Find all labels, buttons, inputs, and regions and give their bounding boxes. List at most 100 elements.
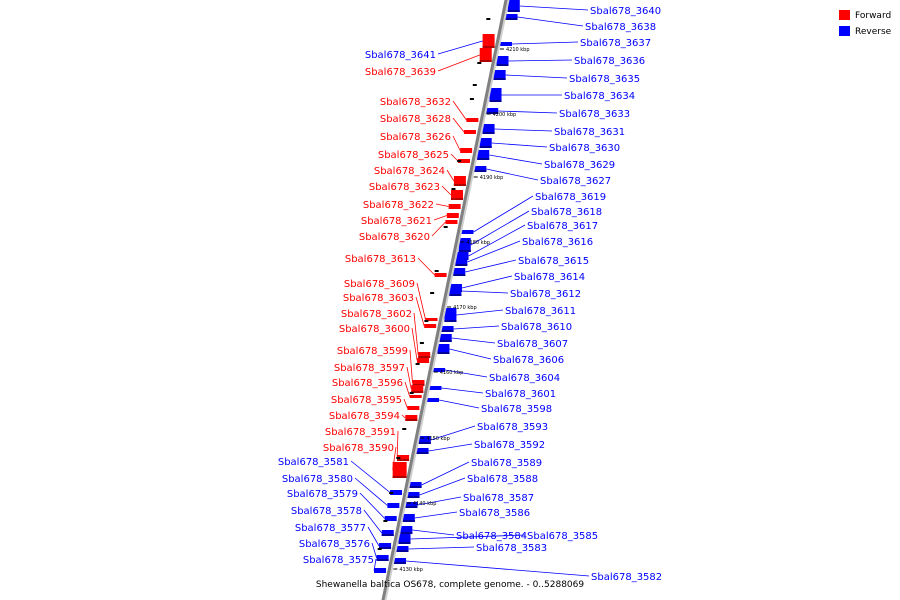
forward-leader-line xyxy=(441,185,452,196)
reverse-gene-feature xyxy=(402,514,415,522)
reverse-gene-feature-shade xyxy=(437,352,450,354)
reverse-gene-feature xyxy=(379,543,392,549)
forward-gene-feature-shade xyxy=(482,46,495,48)
reverse-gene-feature xyxy=(461,230,474,234)
forward-gene-feature xyxy=(424,324,437,328)
reverse-gene-feature xyxy=(456,252,469,260)
reverse-gene-feature xyxy=(439,334,452,342)
reverse-gene-feature xyxy=(489,88,502,102)
reverse-gene-label: Sbal678_3583 xyxy=(476,543,547,554)
reverse-gene-feature xyxy=(441,326,454,332)
strand-marker xyxy=(419,342,424,344)
reverse-gene-feature xyxy=(387,503,400,508)
forward-gene-label: Sbal678_3641 xyxy=(365,50,436,61)
reverse-gene-feature xyxy=(409,482,422,488)
forward-gene-feature-shade xyxy=(392,476,407,478)
reverse-leader-line xyxy=(519,5,589,11)
reverse-gene-label: Sbal678_3604 xyxy=(489,373,560,384)
reverse-gene-label: Sbal678_3614 xyxy=(514,272,585,283)
reverse-leader-line xyxy=(468,224,526,257)
forward-gene-feature xyxy=(409,395,422,398)
reverse-gene-feature-shade xyxy=(507,10,520,12)
axis-tick-label: 4200 kbp xyxy=(493,112,517,118)
gene-features xyxy=(374,0,520,573)
reverse-gene-feature xyxy=(453,268,466,276)
strand-marker xyxy=(457,160,462,162)
reverse-gene-feature xyxy=(393,558,406,564)
reverse-leader-line xyxy=(473,195,534,233)
axis-shadow xyxy=(383,0,510,600)
reverse-gene-label: Sbal678_3592 xyxy=(474,440,545,451)
reverse-gene-label: Sbal678_3601 xyxy=(485,389,556,400)
reverse-gene-label: Sbal678_3611 xyxy=(505,306,576,317)
reverse-gene-label: Sbal678_3618 xyxy=(531,207,602,218)
reverse-gene-label: Sbal678_3575 xyxy=(303,555,374,566)
legend-reverse-swatch xyxy=(839,26,850,36)
reverse-leader-line xyxy=(489,154,543,165)
reverse-gene-label: Sbal678_3581 xyxy=(278,457,349,468)
reverse-gene-label: Sbal678_3637 xyxy=(580,38,651,49)
forward-gene-feature-shade xyxy=(479,60,492,62)
reverse-gene-label: Sbal678_3635 xyxy=(569,74,640,85)
forward-gene-label: Sbal678_3625 xyxy=(378,150,449,161)
strand-marker xyxy=(430,292,435,294)
reverse-gene-feature xyxy=(384,516,397,521)
forward-gene-feature xyxy=(425,318,438,321)
forward-leader-line xyxy=(417,257,435,276)
forward-gene-label: Sbal678_3603 xyxy=(343,293,414,304)
forward-gene-label: Sbal678_3595 xyxy=(331,395,402,406)
forward-gene-label: Sbal678_3591 xyxy=(325,427,396,438)
reverse-leader-line xyxy=(461,290,509,294)
forward-leader-line xyxy=(452,135,461,151)
reverse-leader-line xyxy=(465,259,517,273)
reverse-gene-label: Sbal678_3593 xyxy=(477,422,548,433)
reverse-gene-label: Sbal678_3584 xyxy=(456,531,527,542)
strand-marker xyxy=(424,320,429,322)
forward-gene-feature xyxy=(397,455,410,461)
reverse-gene-feature-shade xyxy=(400,532,413,534)
forward-gene-feature-shade xyxy=(451,198,464,200)
reverse-gene-label: Sbal678_3615 xyxy=(518,256,589,267)
reverse-leader-line xyxy=(363,509,383,534)
strand-marker xyxy=(469,98,474,100)
forward-gene-feature-shade xyxy=(418,356,431,358)
forward-gene-label: Sbal678_3594 xyxy=(329,411,400,422)
strand-marker xyxy=(402,428,407,430)
genome-caption: Shewanella baltica OS678, complete genom… xyxy=(316,580,585,590)
reverse-leader-line xyxy=(410,534,526,540)
forward-leader-line xyxy=(435,203,449,207)
reverse-gene-label: Sbal678_3640 xyxy=(590,6,661,17)
forward-leader-line xyxy=(416,282,426,320)
reverse-gene-feature-shade xyxy=(418,442,431,444)
forward-gene-feature xyxy=(479,48,492,62)
reverse-leader-line xyxy=(359,492,385,519)
forward-leader-line xyxy=(452,117,465,133)
strand-marker xyxy=(477,62,482,64)
reverse-gene-feature xyxy=(444,308,457,322)
reverse-leader-line xyxy=(354,477,388,506)
forward-gene-label: Sbal678_3621 xyxy=(361,216,432,227)
reverse-gene-feature-shade xyxy=(416,452,429,454)
forward-leader-line xyxy=(411,327,418,361)
reverse-gene-feature-shade xyxy=(398,542,411,544)
reverse-leader-line xyxy=(449,348,492,360)
reverse-gene-label: Sbal678_3606 xyxy=(493,355,564,366)
forward-gene-label: Sbal678_3622 xyxy=(363,200,434,211)
reverse-gene-feature-shade xyxy=(402,520,415,522)
reverse-leader-line xyxy=(419,477,466,496)
reverse-leader-line xyxy=(371,542,377,559)
reverse-leader-line xyxy=(417,496,462,506)
reverse-leader-line xyxy=(511,41,579,45)
reverse-gene-feature xyxy=(381,530,394,536)
reverse-gene-feature xyxy=(427,398,439,402)
forward-gene-feature xyxy=(418,352,431,358)
reverse-gene-feature xyxy=(374,568,387,573)
axis-tick-label: 4150 kbp xyxy=(426,436,450,442)
forward-leader-line xyxy=(396,430,399,459)
reverse-gene-feature-shade xyxy=(479,146,492,148)
forward-leader-line xyxy=(437,54,480,72)
reverse-gene-feature xyxy=(482,124,495,134)
reverse-leader-line xyxy=(453,325,500,330)
reverse-gene-feature xyxy=(376,555,389,561)
reverse-gene-feature-shade xyxy=(444,320,457,322)
